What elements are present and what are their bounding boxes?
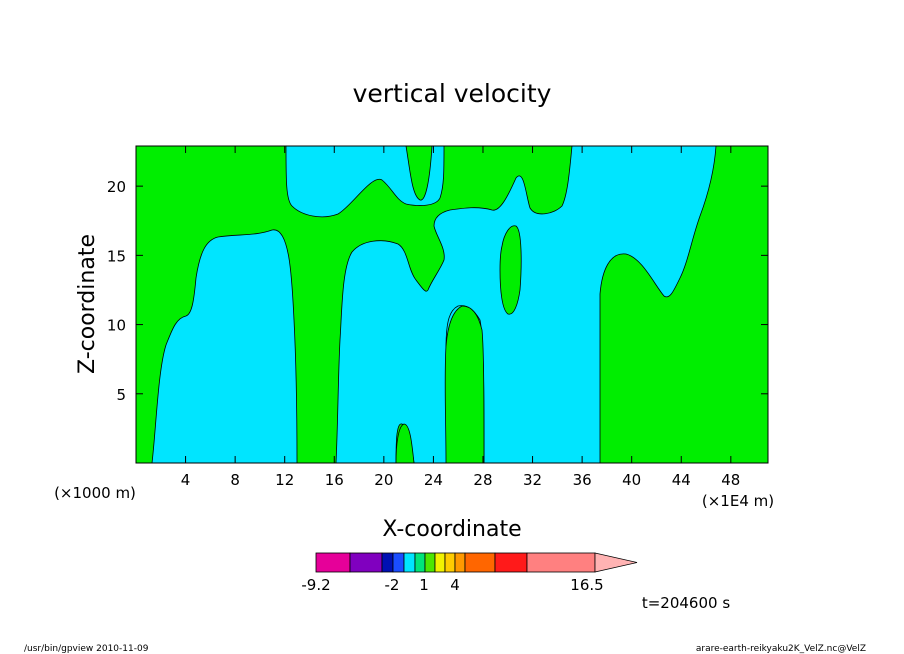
x-tick-label: 44	[672, 471, 691, 489]
x-tick-label: 4	[181, 471, 191, 489]
colorbar: -9.2 -2 1 4 16.5	[301, 552, 638, 594]
colorbar-segment	[392, 552, 405, 573]
x-tick-label: 12	[275, 471, 294, 489]
x-tick-label: 24	[424, 471, 443, 489]
x-axis-label: X-coordinate	[382, 517, 521, 542]
plot-frame	[135, 145, 769, 464]
green-island-small	[395, 423, 415, 464]
x-tick-label: 16	[325, 471, 344, 489]
y-axis: 5 10 15 20	[107, 178, 768, 404]
green-island-right	[499, 225, 522, 315]
time-label: t=204600 s	[642, 594, 730, 612]
colorbar-arrow	[594, 552, 638, 573]
plot-area	[135, 145, 769, 464]
colorbar-tick-label: 1	[419, 576, 429, 594]
cyan-region-upper-left	[285, 145, 445, 218]
cyan-region-left	[151, 229, 298, 464]
x-unit-right: (×1E4 m)	[702, 492, 774, 510]
footer-left: /usr/bin/gpview 2010-11-09	[24, 644, 149, 654]
x-tick-label: 8	[230, 471, 240, 489]
colorbar-segment	[381, 552, 394, 573]
colorbar-segment	[414, 552, 426, 573]
colorbar-segment	[403, 552, 416, 573]
colorbar-segment	[444, 552, 456, 573]
y-axis-label: Z-coordinate	[75, 234, 100, 374]
y-tick-label: 10	[107, 317, 126, 335]
colorbar-segment	[526, 552, 596, 573]
colorbar-tick-label: 16.5	[570, 576, 603, 594]
x-tick-label: 40	[622, 471, 641, 489]
colorbar-segment	[434, 552, 446, 573]
colorbar-segment	[464, 552, 496, 573]
colorbar-segment	[424, 552, 436, 573]
x-axis: 4 8 12 16 20 24 28 32 36 40 44 48	[181, 146, 740, 489]
colorbar-tick-label: -9.2	[301, 576, 330, 594]
green-island-bottom	[444, 305, 485, 464]
chart-title: vertical velocity	[353, 79, 552, 108]
x-tick-label: 36	[573, 471, 592, 489]
colorbar-tick-label: -2	[385, 576, 400, 594]
x-tick-label: 48	[721, 471, 740, 489]
x-unit-left: (×1000 m)	[54, 484, 136, 502]
x-tick-label: 20	[374, 471, 393, 489]
colorbar-segment	[454, 552, 466, 573]
y-tick-label: 15	[107, 247, 126, 265]
x-tick-label: 28	[473, 471, 492, 489]
x-tick-label: 32	[523, 471, 542, 489]
colorbar-segment	[494, 552, 528, 573]
colorbar-tick-label: 4	[450, 576, 460, 594]
footer-right: arare-earth-reikyaku2K_VelZ.nc@VelZ	[696, 644, 866, 654]
colorbar-segment	[315, 552, 351, 573]
y-tick-label: 5	[116, 386, 126, 404]
colorbar-segment	[349, 552, 383, 573]
y-tick-label: 20	[107, 178, 126, 196]
